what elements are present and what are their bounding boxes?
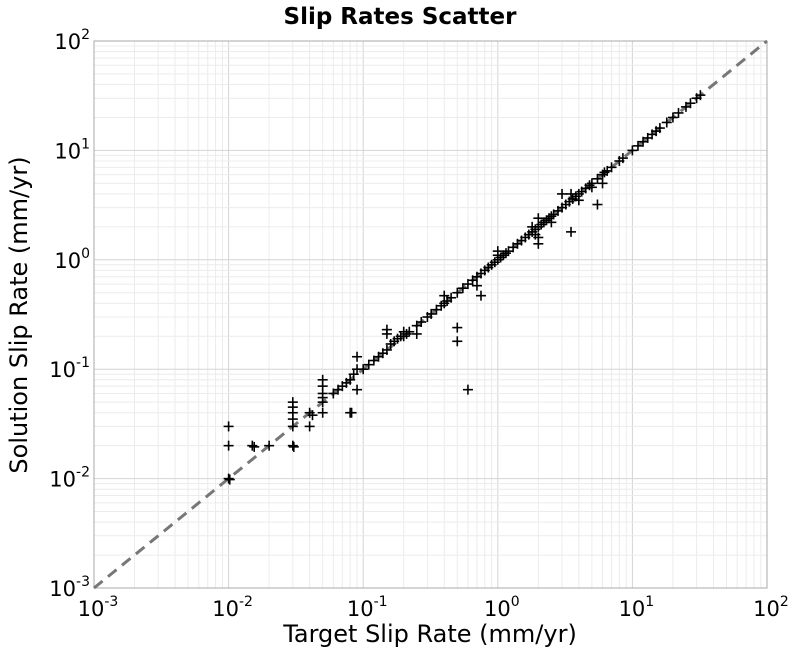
data-point xyxy=(584,180,595,191)
data-point xyxy=(617,153,628,164)
data-point xyxy=(627,145,638,156)
data-point xyxy=(411,328,422,339)
data-point xyxy=(317,407,328,418)
y-tick-label: 10-3 xyxy=(49,574,90,601)
x-tick-label: 101 xyxy=(619,594,655,621)
data-point xyxy=(592,199,603,210)
data-point xyxy=(492,246,503,257)
data-point xyxy=(439,290,450,301)
data-point xyxy=(661,117,672,128)
data-point xyxy=(573,195,584,206)
data-point xyxy=(381,344,392,355)
data-point xyxy=(307,410,318,421)
data-point xyxy=(346,407,357,418)
data-point xyxy=(452,322,463,333)
data-point xyxy=(667,112,678,123)
data-point xyxy=(446,292,457,303)
data-point xyxy=(654,123,665,134)
data-point xyxy=(471,280,482,291)
data-point xyxy=(416,317,427,328)
data-point xyxy=(363,359,374,370)
data-point xyxy=(592,173,603,184)
data-point xyxy=(304,421,315,432)
x-tick-label: 102 xyxy=(753,594,789,621)
data-point xyxy=(452,336,463,347)
data-point xyxy=(566,226,577,237)
data-point xyxy=(695,90,706,101)
x-tick-labels: 10-3 10-2 10-1 100 101 102 xyxy=(78,594,789,621)
data-point xyxy=(358,364,369,375)
data-point xyxy=(345,374,356,385)
chart-title: Slip Rates Scatter xyxy=(284,4,518,30)
data-point xyxy=(546,217,557,228)
data-point xyxy=(500,248,511,259)
data-point xyxy=(527,221,538,232)
data-point xyxy=(223,440,234,451)
data-point xyxy=(348,369,359,380)
y-tick-label: 102 xyxy=(54,27,90,54)
data-point xyxy=(223,421,234,432)
data-point xyxy=(287,440,298,451)
data-point xyxy=(632,140,643,151)
y-tick-labels: 10-3 10-2 10-1 100 101 102 xyxy=(49,27,90,601)
data-point xyxy=(533,238,544,249)
data-point xyxy=(586,182,597,193)
data-point xyxy=(597,178,608,189)
grid xyxy=(93,41,767,589)
x-tick-label: 10-3 xyxy=(78,594,119,621)
y-tick-label: 101 xyxy=(54,136,90,163)
data-point xyxy=(599,167,610,178)
data-point xyxy=(452,287,463,298)
data-point xyxy=(287,397,298,408)
x-tick-label: 100 xyxy=(484,594,520,621)
data-point xyxy=(606,162,617,173)
plot-area-frame xyxy=(93,40,768,589)
y-tick-label: 10-2 xyxy=(49,465,90,492)
data-point xyxy=(352,351,363,362)
data-point xyxy=(381,324,392,335)
data-point xyxy=(557,188,568,199)
data-point xyxy=(673,107,684,118)
data-point xyxy=(264,440,275,451)
data-point xyxy=(530,229,541,240)
data-point xyxy=(249,441,260,452)
data-point xyxy=(247,440,258,451)
data-point xyxy=(288,441,299,452)
data-point xyxy=(223,473,234,484)
data-point xyxy=(224,474,235,485)
data-point xyxy=(317,374,328,385)
data-point xyxy=(475,290,486,301)
x-tick-label: 10-2 xyxy=(212,594,253,621)
data-point xyxy=(404,326,415,337)
data-point xyxy=(462,384,473,395)
data-point xyxy=(457,283,468,294)
x-axis-label: Target Slip Rate (mm/yr) xyxy=(282,620,577,648)
data-point xyxy=(352,384,363,395)
y-tick-label: 10-1 xyxy=(49,355,90,382)
y-axis-label: Solution Slip Rate (mm/yr) xyxy=(5,156,33,473)
data-point xyxy=(426,308,437,319)
data-points xyxy=(223,90,706,485)
x-tick-label: 10-1 xyxy=(347,594,388,621)
data-point xyxy=(566,188,577,199)
data-point xyxy=(685,98,696,109)
data-point xyxy=(533,213,544,224)
y-tick-label: 100 xyxy=(54,246,90,273)
